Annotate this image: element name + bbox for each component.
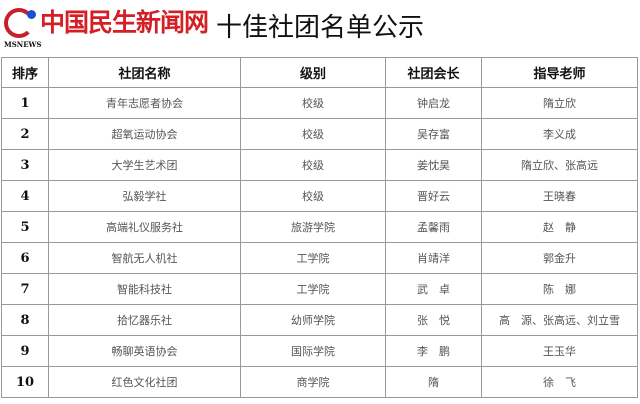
cell-rank: 4 — [1, 180, 49, 212]
cell-advisor: 郭金升 — [481, 242, 638, 274]
watermark-text: 中国民生新闻网 — [40, 8, 209, 37]
cell-president: 孟馨雨 — [385, 211, 482, 243]
cell-rank: 6 — [1, 242, 49, 274]
table-row: 5 高端礼仪服务社 旅游学院 孟馨雨赵 静 — [1, 211, 638, 243]
cell-level: 国际学院 — [240, 335, 386, 367]
cell-level: 校级 — [240, 180, 386, 212]
cell-advisor: 赵 静 — [481, 211, 638, 243]
cell-president: 李 鹏 — [385, 335, 482, 367]
club-table: 排序 社团名称 级别 社团会长 指导老师 1 青年志愿者协会 校级 钟启龙 隋立欣 2 超氧… — [1, 57, 638, 398]
cell-advisor: 李义成 — [481, 118, 638, 150]
cell-president: 张 悦 — [385, 304, 482, 336]
table-row: 2 超氧运动协会 校级 吴存富 李义成 — [1, 118, 638, 150]
cell-advisor: 隋立欣 — [481, 87, 638, 119]
watermark: 中国民生新闻网 MSNEWS — [4, 6, 210, 52]
cell-club-name: 超氧运动协会 — [48, 118, 241, 150]
cell-level: 幼师学院 — [240, 304, 386, 336]
table-header: 排序 社团名称 级别 社团会长 指导老师 — [1, 57, 638, 88]
cell-president: 晋好云 — [385, 180, 482, 212]
msnews-logo-icon — [4, 8, 36, 38]
table-row: 4 弘毅学社 校级 晋好云 王晓春 — [1, 180, 638, 212]
header-club-name: 社团名称 — [48, 57, 241, 88]
table-row: 6 智航无人机社 工学院 肖靖洋 郭金升 — [1, 242, 638, 274]
header-rank: 排序 — [1, 57, 49, 88]
cell-advisor: 王晓春 — [481, 180, 638, 212]
cell-president: 姜忱昊 — [385, 149, 482, 181]
cell-rank: 7 — [1, 273, 49, 305]
cell-president: 钟启龙 — [385, 87, 482, 119]
cell-club-name: 青年志愿者协会 — [48, 87, 241, 119]
cell-advisor: 徐 飞 — [481, 366, 638, 398]
header-advisor: 指导老师 — [481, 57, 638, 88]
cell-rank: 3 — [1, 149, 49, 181]
cell-advisor: 高 源、张高远、刘立雪 — [481, 304, 638, 336]
cell-level: 工学院 — [240, 273, 386, 305]
cell-level: 校级 — [240, 87, 386, 119]
table-row: 8 拾忆器乐社 幼师学院张 悦高 源、张高远、刘立雪 — [1, 304, 638, 336]
cell-rank: 8 — [1, 304, 49, 336]
cell-level: 商学院 — [240, 366, 386, 398]
cell-advisor: 隋立欣、张高远 — [481, 149, 638, 181]
cell-club-name: 弘毅学社 — [48, 180, 241, 212]
cell-club-name: 高端礼仪服务社 — [48, 211, 241, 243]
table-row: 9 畅聊英语协会 国际学院李 鹏王玉华 — [1, 335, 638, 367]
cell-club-name: 大学生艺术团 — [48, 149, 241, 181]
table-row: 7 智能科技社 工学院武 卓陈 娜 — [1, 273, 638, 305]
cell-level: 旅游学院 — [240, 211, 386, 243]
page-title: 十佳社团名单公示 — [216, 13, 425, 43]
cell-president: 隋 — [385, 366, 482, 398]
table-row: 1 青年志愿者协会 校级 钟启龙 隋立欣 — [1, 87, 638, 119]
cell-club-name: 畅聊英语协会 — [48, 335, 241, 367]
cell-president: 肖靖洋 — [385, 242, 482, 274]
cell-level: 工学院 — [240, 242, 386, 274]
table-row: 10 红色文化社团 商学院隋徐 飞 — [1, 366, 638, 398]
cell-rank: 2 — [1, 118, 49, 150]
cell-club-name: 智航无人机社 — [48, 242, 241, 274]
table-row: 3 大学生艺术团 校级 姜忱昊 隋立欣、张高远 — [1, 149, 638, 181]
cell-rank: 9 — [1, 335, 49, 367]
cell-president: 武 卓 — [385, 273, 482, 305]
cell-level: 校级 — [240, 118, 386, 150]
cell-rank: 1 — [1, 87, 49, 119]
cell-club-name: 拾忆器乐社 — [48, 304, 241, 336]
cell-rank: 5 — [1, 211, 49, 243]
header-level: 级别 — [240, 57, 386, 88]
cell-president: 吴存富 — [385, 118, 482, 150]
cell-rank: 10 — [1, 366, 49, 398]
cell-level: 校级 — [240, 149, 386, 181]
header-president: 社团会长 — [385, 57, 482, 88]
cell-club-name: 智能科技社 — [48, 273, 241, 305]
cell-club-name: 红色文化社团 — [48, 366, 241, 398]
cell-advisor: 王玉华 — [481, 335, 638, 367]
watermark-sub: MSNEWS — [4, 40, 42, 49]
cell-advisor: 陈 娜 — [481, 273, 638, 305]
